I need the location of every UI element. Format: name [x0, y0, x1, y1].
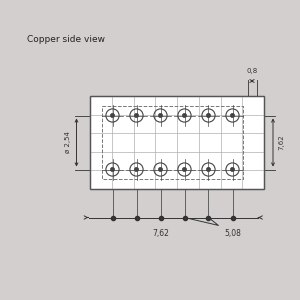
Circle shape — [110, 167, 115, 172]
Circle shape — [134, 167, 139, 172]
Text: 7,62: 7,62 — [278, 135, 284, 150]
Circle shape — [158, 167, 163, 172]
Text: 7,62: 7,62 — [152, 229, 169, 238]
Text: 5,08: 5,08 — [224, 229, 241, 238]
Circle shape — [182, 113, 187, 118]
Circle shape — [206, 167, 211, 172]
Text: Copper side view: Copper side view — [27, 34, 105, 43]
Circle shape — [158, 113, 163, 118]
Circle shape — [230, 167, 235, 172]
Circle shape — [134, 113, 139, 118]
Text: 0,8: 0,8 — [246, 68, 258, 74]
Circle shape — [206, 113, 211, 118]
Circle shape — [182, 167, 187, 172]
Circle shape — [110, 113, 115, 118]
FancyBboxPatch shape — [90, 96, 264, 189]
Text: ø 2,54: ø 2,54 — [65, 132, 71, 153]
Circle shape — [230, 113, 235, 118]
